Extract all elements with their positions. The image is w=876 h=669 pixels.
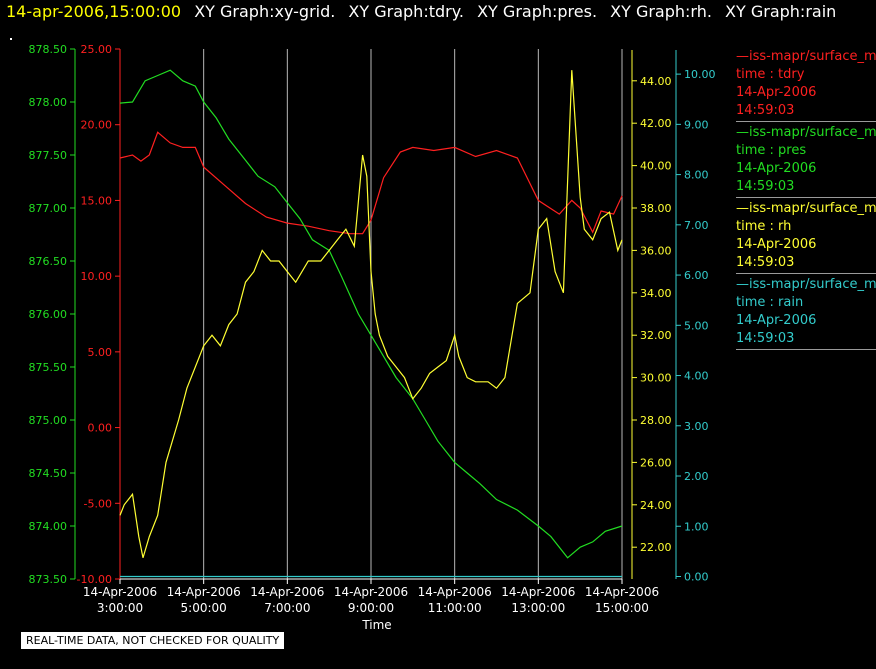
legend: —iss-mapr/surface_m time : tdry 14-Apr-2… <box>736 48 876 352</box>
y-tick-label-rain: 3.00 <box>684 420 709 433</box>
y-tick-label-rh: 30.00 <box>640 372 672 385</box>
x-tick-label-time: 9:00:00 <box>348 601 394 615</box>
legend-entry-pres: —iss-mapr/surface_m time : pres 14-Apr-2… <box>736 124 876 198</box>
series-line-rh <box>119 70 623 558</box>
legend-entry-rain: —iss-mapr/surface_m time : rain 14-Apr-2… <box>736 276 876 350</box>
y-tick-label-pres: 877.50 <box>29 149 68 162</box>
y-tick-label-pres: 875.50 <box>29 361 68 374</box>
graph-title-rain: XY Graph:rain <box>725 2 837 21</box>
y-tick-label-rain: 2.00 <box>684 470 709 483</box>
legend-source: —iss-mapr/surface_m <box>736 49 876 64</box>
y-tick-label-pres: 876.50 <box>29 255 68 268</box>
y-tick-label-tdry: 20.00 <box>81 119 113 132</box>
y-tick-label-rh: 36.00 <box>640 244 672 257</box>
y-tick-label-rh: 38.00 <box>640 202 672 215</box>
x-tick-label-time: 5:00:00 <box>181 601 227 615</box>
y-tick-label-rain: 6.00 <box>684 269 709 282</box>
y-tick-label-tdry: 0.00 <box>88 422 113 435</box>
y-tick-label-rh: 40.00 <box>640 160 672 173</box>
x-tick-label-time: 11:00:00 <box>428 601 482 615</box>
y-tick-label-tdry: 25.00 <box>81 43 113 56</box>
x-tick-label-date: 14-Apr-2006 <box>418 585 492 599</box>
y-tick-label-rh: 28.00 <box>640 414 672 427</box>
y-tick-label-pres: 874.00 <box>29 520 68 533</box>
y-tick-label-rain: 1.00 <box>684 520 709 533</box>
legend-source: —iss-mapr/surface_m <box>736 277 876 292</box>
legend-source: —iss-mapr/surface_m <box>736 125 876 140</box>
graph-header: 14-apr-2006,15:00:00 XY Graph:xy-grid. X… <box>6 2 836 22</box>
legend-variable: time : tdry <box>736 67 805 82</box>
y-tick-label-rh: 22.00 <box>640 541 672 554</box>
graph-title-pres: XY Graph:pres. <box>477 2 598 21</box>
y-tick-label-rh: 44.00 <box>640 75 672 88</box>
y-tick-label-pres: 874.50 <box>29 467 68 480</box>
graph-title-tdry: XY Graph:tdry. <box>348 2 464 21</box>
y-tick-label-tdry: 15.00 <box>81 194 113 207</box>
x-tick-label-date: 14-Apr-2006 <box>501 585 575 599</box>
xy-chart[interactable]: 873.50 874.00 874.50 875.00 875.50 876.00 876.… <box>0 0 736 669</box>
y-tick-label-tdry: -10.00 <box>77 573 112 586</box>
y-tick-label-pres: 875.00 <box>29 414 68 427</box>
legend-time: 14:59:03 <box>736 255 795 270</box>
x-tick-label-time: 3:00:00 <box>97 601 143 615</box>
legend-entry-rh: —iss-mapr/surface_m time : rh 14-Apr-200… <box>736 200 876 274</box>
quality-note: REAL-TIME DATA, NOT CHECKED FOR QUALITY <box>20 631 286 650</box>
legend-date: 14-Apr-2006 <box>736 161 817 176</box>
y-tick-label-pres: 878.50 <box>29 43 68 56</box>
x-tick-label-time: 15:00:00 <box>595 601 649 615</box>
legend-source: —iss-mapr/surface_m <box>736 201 876 216</box>
x-tick-label-date: 14-Apr-2006 <box>334 585 408 599</box>
legend-variable: time : pres <box>736 143 807 158</box>
x-tick-label-date: 14-Apr-2006 <box>250 585 324 599</box>
legend-time: 14:59:03 <box>736 331 795 346</box>
y-tick-label-tdry: 5.00 <box>88 346 113 359</box>
x-axis-label: Time <box>361 618 391 632</box>
legend-entry-tdry: —iss-mapr/surface_m time : tdry 14-Apr-2… <box>736 48 876 122</box>
y-tick-label-rain: 5.00 <box>684 319 709 332</box>
legend-date: 14-Apr-2006 <box>736 85 817 100</box>
y-tick-label-rain: 4.00 <box>684 370 709 383</box>
x-tick-label-date: 14-Apr-2006 <box>83 585 157 599</box>
series-line-pres <box>119 69 623 559</box>
y-tick-label-rh: 26.00 <box>640 456 672 469</box>
y-tick-label-rain: 7.00 <box>684 219 709 232</box>
x-tick-label-date: 14-Apr-2006 <box>585 585 659 599</box>
legend-time: 14:59:03 <box>736 179 795 194</box>
series-line-tdry <box>119 131 623 235</box>
y-tick-label-pres: 878.00 <box>29 96 68 109</box>
legend-date: 14-Apr-2006 <box>736 237 817 252</box>
x-tick-label-date: 14-Apr-2006 <box>167 585 241 599</box>
x-tick-label-time: 7:00:00 <box>264 601 310 615</box>
y-tick-label-tdry: 10.00 <box>81 270 113 283</box>
y-tick-label-rh: 42.00 <box>640 117 672 130</box>
y-tick-label-tdry: -5.00 <box>84 497 112 510</box>
corner-dot <box>10 38 12 40</box>
timestamp: 14-apr-2006,15:00:00 <box>6 2 182 21</box>
y-tick-label-pres: 876.00 <box>29 308 68 321</box>
legend-time: 14:59:03 <box>736 103 795 118</box>
y-tick-label-rain: 9.00 <box>684 118 709 131</box>
y-tick-label-rh: 34.00 <box>640 287 672 300</box>
legend-date: 14-Apr-2006 <box>736 313 817 328</box>
graph-title-xy-grid: XY Graph:xy-grid. <box>194 2 336 21</box>
legend-variable: time : rain <box>736 295 804 310</box>
y-tick-label-rain: 0.00 <box>684 570 709 583</box>
legend-variable: time : rh <box>736 219 792 234</box>
y-tick-label-pres: 873.50 <box>29 573 68 586</box>
y-tick-label-rh: 24.00 <box>640 499 672 512</box>
y-tick-label-rh: 32.00 <box>640 329 672 342</box>
x-tick-label-time: 13:00:00 <box>511 601 565 615</box>
y-tick-label-pres: 877.00 <box>29 202 68 215</box>
y-tick-label-rain: 8.00 <box>684 169 709 182</box>
graph-title-rh: XY Graph:rh. <box>610 2 712 21</box>
y-tick-label-rain: 10.00 <box>684 68 716 81</box>
